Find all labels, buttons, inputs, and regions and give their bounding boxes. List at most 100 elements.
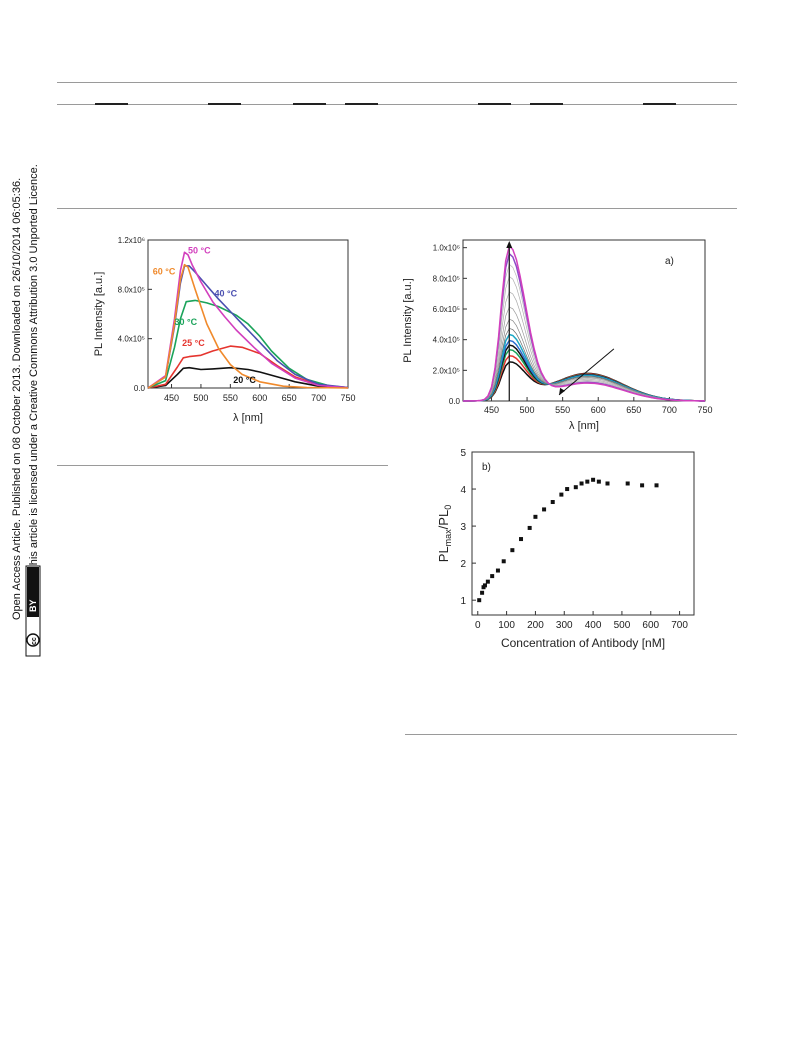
x-tick-label: 550 [223, 393, 238, 403]
y-axis-label-part: 0 [443, 505, 453, 510]
plot-frame [471, 451, 695, 616]
x-axis-label: λ [nm] [233, 412, 263, 424]
plot-frame [462, 239, 706, 402]
series-label: 40 °C [214, 289, 237, 299]
sidebar-line2: This article is licensed under a Creativ… [28, 164, 40, 572]
top-rule-1 [57, 82, 737, 83]
x-tick-label: 200 [527, 620, 544, 631]
x-axis-label: λ [nm] [569, 420, 599, 432]
x-tick-label: 750 [697, 405, 712, 415]
cc-license-badge[interactable]: BY cc [25, 565, 41, 657]
data-point [485, 579, 490, 584]
plot-frame [147, 239, 349, 389]
data-point [495, 568, 500, 573]
data-point [565, 487, 570, 492]
data-point [654, 483, 659, 488]
y-tick-label: 2 [460, 559, 466, 570]
right-column-rule [405, 734, 737, 735]
license-badge-text: BY [28, 599, 38, 612]
x-axis-label: Concentration of Antibody [nM] [501, 636, 665, 650]
access-sidebar: Open Access Article. Published on 08 Oct… [4, 0, 44, 660]
panel-label: a) [665, 256, 674, 267]
series-line [147, 263, 349, 389]
shift-arrow [558, 348, 615, 396]
data-point [501, 559, 506, 564]
x-tick-label: 400 [585, 620, 602, 631]
data-point [550, 500, 555, 505]
shift-arrow-head [559, 387, 566, 395]
y-axis-label-part: /PL [436, 510, 451, 530]
data-point [477, 598, 482, 603]
series-label: 50 °C [188, 246, 211, 256]
temperature-chart: 450 500 550 600 650 700 750 0.0 4.0x10⁵ 8.0x10⁵ 1.… [78, 228, 358, 458]
x-tick-label: 550 [555, 405, 570, 415]
x-tick-label: 500 [614, 620, 631, 631]
pl-spectra-chart: 450 500 550 600 650 700 750 0.0 2.0x10⁵ 4.0x10⁵ 6.… [395, 232, 725, 440]
data-point [573, 485, 578, 490]
data-point [542, 507, 547, 512]
series-line [147, 366, 349, 389]
data-point [490, 574, 495, 579]
x-tick-label: 0 [475, 620, 481, 631]
y-tick-label: 1.0x10⁶ [433, 244, 460, 253]
y-axis-label-part: PL [436, 546, 451, 562]
y-tick-label: 6.0x10⁵ [433, 305, 460, 314]
rule-segment [478, 103, 511, 105]
concentration-chart: 0 100 200 300 400 500 600 700 1 2 3 4 5 Concentration… [420, 440, 720, 655]
series-label: 25 °C [182, 338, 205, 348]
data-point [596, 479, 601, 484]
series-line [463, 244, 705, 402]
x-tick-label: 700 [671, 620, 688, 631]
y-axis-label: PL Intensity [a.u.] [402, 278, 414, 363]
y-tick-label: 3 [460, 522, 466, 533]
rule-segment [530, 103, 563, 105]
y-tick-label: 1 [460, 596, 466, 607]
series-line [147, 299, 349, 389]
rule-segment [643, 103, 676, 105]
y-tick-label: 0.0 [134, 384, 146, 393]
section-rule [57, 208, 737, 209]
series-label: 20 °C [233, 375, 256, 385]
y-tick-label: 1.2x10⁶ [118, 236, 145, 245]
series-label: 30 °C [174, 317, 197, 327]
panel-label: b) [482, 462, 491, 473]
rule-segment [208, 103, 241, 105]
y-tick-label: 4.0x10⁵ [433, 336, 460, 345]
x-tick-label: 500 [520, 405, 535, 415]
x-tick-label: 700 [662, 405, 677, 415]
y-tick-label: 4 [460, 485, 466, 496]
sidebar-line1: Open Access Article. Published on 08 Oct… [11, 178, 23, 620]
x-tick-label: 600 [591, 405, 606, 415]
data-point [625, 481, 630, 486]
data-point [533, 514, 538, 519]
x-tick-label: 450 [164, 393, 179, 403]
data-point [527, 525, 532, 530]
rule-segment [293, 103, 326, 105]
data-point [510, 548, 515, 553]
x-tick-label: 300 [556, 620, 573, 631]
x-tick-label: 650 [282, 393, 297, 403]
left-column-rule [57, 465, 388, 466]
data-point [559, 492, 564, 497]
rule-segment [95, 103, 128, 105]
data-point [605, 481, 610, 486]
data-point [482, 583, 487, 588]
y-tick-label: 8.0x10⁵ [433, 274, 460, 283]
data-point [640, 483, 645, 488]
cc-badge-text: cc [31, 637, 38, 645]
data-point [579, 481, 584, 486]
y-axis-label: PL Intensity [a.u.] [93, 272, 105, 357]
peak-arrow-head [506, 241, 513, 248]
x-tick-label: 600 [642, 620, 659, 631]
y-tick-label: 4.0x10⁵ [118, 335, 145, 344]
data-point [591, 477, 596, 482]
x-tick-label: 450 [484, 405, 499, 415]
data-point [585, 479, 590, 484]
data-point [480, 590, 485, 595]
series-line [147, 345, 349, 389]
y-tick-label: 0.0 [449, 397, 461, 406]
y-tick-label: 2.0x10⁵ [433, 366, 460, 375]
y-axis-label-part: max [443, 529, 453, 547]
x-tick-label: 100 [498, 620, 515, 631]
top-rule-2 [57, 104, 737, 105]
